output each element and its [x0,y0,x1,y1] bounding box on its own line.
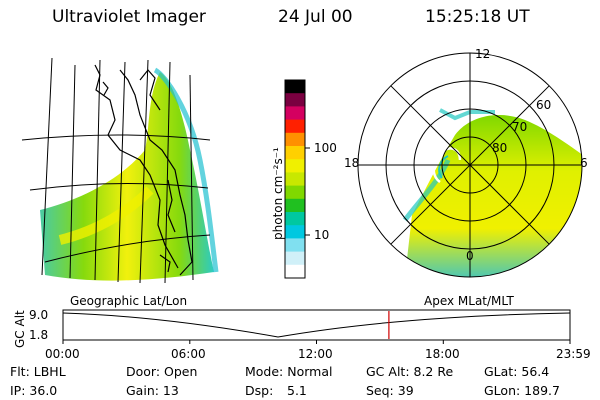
aurora-oval-right [405,115,582,277]
date-label: 24 Jul 00 [278,7,353,27]
colorbar-segment [285,198,305,213]
mode-info: Mode: Normal [245,364,333,379]
ip-info: IP: 36.0 [10,383,58,398]
dsp-info-label: Dsp: [245,383,274,398]
door-info: Door: Open [126,364,198,379]
altitude-curve [62,312,571,338]
geographic-map [21,57,219,284]
orbit-xtick-0600: 06:00 [171,347,206,361]
colorbar-segment [285,238,305,253]
orbit-ytick-9: 9.0 [29,308,49,322]
gc-alt-info: GC Alt: 8.2 Re [366,364,454,379]
mlt-label-12: 12 [475,47,491,61]
orbit-plot [62,309,571,344]
glat-info: GLat: 56.4 [484,364,550,379]
colorbar-segment [285,80,305,94]
gain-info: Gain: 13 [126,383,179,398]
colorbar-segment [285,132,305,147]
app-title: Ultraviolet Imager [52,7,206,27]
geographic-caption: Geographic Lat/Lon [70,294,188,308]
mlt-label-18: 18 [344,156,360,170]
filter-info: Flt: LBHL [10,364,66,379]
apex-caption: Apex MLat/MLT [424,294,514,308]
colorbar-segment [285,251,305,266]
orbit-ytick-1-8: 1.8 [29,328,49,342]
colorbar-segment [285,225,305,239]
mlt-label-0: 0 [466,249,474,263]
seq-info: Seq: 39 [366,383,414,398]
orbit-xtick-1200: 12:00 [298,347,333,361]
colorbar-segment [285,212,305,226]
mlat-label-80: 80 [492,141,508,155]
colorbar-tick-100: 100 [314,141,337,155]
mlt-label-6: 6 [580,156,588,170]
orbit-xtick-0000: 00:00 [45,347,80,361]
orbit-xtick-2359: 23:59 [556,347,591,361]
aurora-oval-left [40,72,214,281]
mlat-label-60: 60 [536,98,552,112]
colorbar-segment [285,119,305,134]
colorbar-segment [285,106,305,121]
colorbar-unit-label: photon cm⁻²s⁻¹ [271,147,285,240]
orbit-xtick-1800: 18:00 [425,347,460,361]
aurora-edge-left [153,67,219,273]
colorbar-segment [285,93,305,107]
mlat-label-70: 70 [512,120,528,134]
colorbar-segment [285,264,305,279]
dsp-info-value: 5.1 [287,383,307,398]
polar-map [357,52,583,278]
colorbar-segment [285,172,305,187]
time-label: 15:25:18 UT [425,7,530,27]
colorbar-segment [285,146,305,160]
orbit-ylabel: GC Alt [13,310,27,348]
glon-info: GLon: 189.7 [484,383,560,398]
colorbar [285,80,305,279]
colorbar-segment [285,159,305,173]
colorbar-tick-10: 10 [314,228,330,242]
colorbar-segment [285,185,305,200]
